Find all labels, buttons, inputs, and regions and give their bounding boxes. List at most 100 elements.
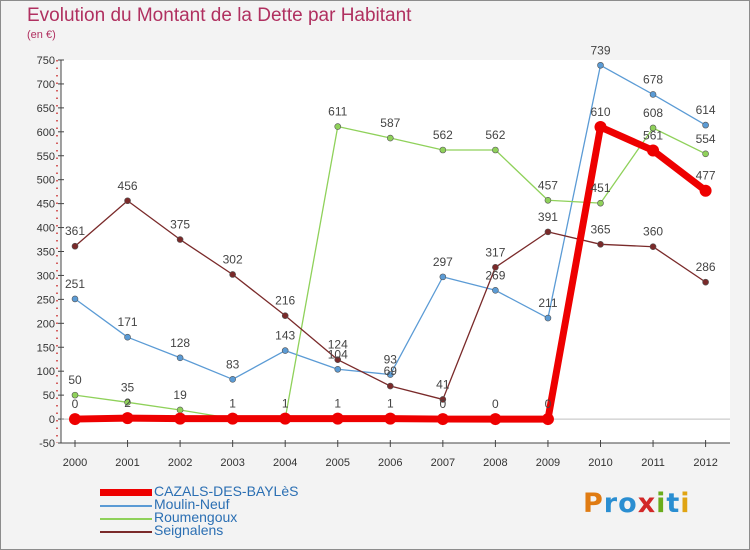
y-tick-label: 400 bbox=[37, 223, 55, 235]
data-point bbox=[229, 376, 236, 383]
y-tick-label: 300 bbox=[37, 270, 55, 282]
data-label: 19 bbox=[173, 388, 187, 402]
data-point bbox=[281, 312, 289, 319]
data-point bbox=[334, 123, 342, 130]
data-point bbox=[69, 413, 81, 426]
data-point bbox=[597, 241, 604, 248]
data-label: 317 bbox=[485, 245, 505, 259]
y-tick-label: 750 bbox=[37, 55, 55, 67]
plot-area bbox=[61, 60, 730, 443]
legend-label: CAZALS-DES-BAYLèS bbox=[154, 483, 299, 499]
y-tick-label: 50 bbox=[43, 390, 55, 402]
data-label: 361 bbox=[65, 224, 85, 238]
data-point bbox=[544, 314, 552, 322]
data-point bbox=[176, 236, 184, 243]
data-label: 128 bbox=[170, 336, 190, 350]
data-label: 302 bbox=[223, 252, 243, 266]
data-point bbox=[71, 242, 79, 250]
data-label: 1 bbox=[387, 397, 394, 411]
data-point bbox=[649, 91, 657, 98]
y-tick-label: 450 bbox=[37, 199, 55, 211]
y-tick-label: 200 bbox=[37, 318, 55, 330]
data-label: 35 bbox=[121, 380, 135, 394]
logo-letter: i bbox=[680, 488, 691, 519]
y-tick-label: 0 bbox=[49, 414, 55, 426]
data-point bbox=[386, 371, 394, 378]
logo-letter: t bbox=[666, 488, 681, 519]
x-tick-label: 2005 bbox=[326, 457, 350, 469]
data-point bbox=[489, 413, 502, 426]
proxiti-logo: Proxiti bbox=[583, 488, 691, 519]
data-label: 456 bbox=[118, 179, 138, 193]
data-label: 211 bbox=[538, 296, 557, 310]
data-point bbox=[541, 413, 554, 426]
x-tick-label: 2000 bbox=[63, 457, 87, 469]
legend-label: Seignalens bbox=[154, 522, 224, 538]
data-label: 216 bbox=[275, 294, 295, 308]
data-label: 0 bbox=[440, 397, 447, 411]
data-label: 83 bbox=[226, 357, 240, 371]
x-tick-label: 2007 bbox=[431, 457, 455, 469]
data-label: 251 bbox=[65, 277, 85, 291]
data-label: 41 bbox=[436, 377, 450, 391]
data-label: 614 bbox=[696, 103, 716, 117]
data-point bbox=[544, 196, 552, 204]
logo-letter: o bbox=[618, 488, 638, 519]
data-label: 360 bbox=[643, 225, 663, 239]
data-point bbox=[281, 347, 289, 354]
data-point bbox=[279, 412, 292, 425]
data-label: 286 bbox=[696, 260, 716, 274]
x-tick-label: 2003 bbox=[220, 457, 244, 469]
series-seignalens bbox=[71, 197, 709, 403]
data-label: 0 bbox=[72, 397, 79, 411]
x-tick-label: 2009 bbox=[536, 457, 560, 469]
chart-axes: -500501001502002503003504004505005506006… bbox=[37, 55, 730, 469]
x-tick-label: 2006 bbox=[378, 457, 402, 469]
data-label: 0 bbox=[492, 397, 499, 411]
data-label: 554 bbox=[696, 132, 716, 146]
data-label: 375 bbox=[170, 218, 190, 232]
data-point bbox=[124, 197, 131, 205]
data-point bbox=[492, 286, 499, 294]
data-point bbox=[386, 382, 394, 390]
data-point bbox=[647, 144, 660, 157]
data-label: 50 bbox=[68, 373, 82, 387]
data-point bbox=[492, 263, 499, 271]
data-point bbox=[124, 333, 131, 341]
data-point bbox=[226, 412, 239, 425]
data-label: 477 bbox=[696, 169, 716, 183]
y-tick-label: 100 bbox=[37, 366, 55, 378]
data-label: 124 bbox=[328, 338, 348, 352]
series-cazals-des-bayl-s bbox=[69, 121, 712, 426]
chart-unit-label: (en €) bbox=[27, 29, 56, 41]
data-label: 561 bbox=[643, 128, 663, 142]
x-tick-label: 2008 bbox=[483, 457, 507, 469]
data-point bbox=[649, 243, 657, 251]
data-label: 269 bbox=[485, 268, 505, 282]
data-point bbox=[176, 406, 184, 414]
legend-label: Roumengoux bbox=[154, 509, 238, 525]
data-point bbox=[702, 278, 709, 286]
data-point bbox=[439, 146, 447, 154]
data-label: 2 bbox=[124, 396, 131, 410]
data-point bbox=[597, 61, 604, 69]
data-label: 0 bbox=[545, 397, 552, 411]
legend-label: Moulin-Neuf bbox=[154, 496, 230, 512]
data-point bbox=[334, 356, 342, 363]
chart-title: Evolution du Montant de la Dette par Hab… bbox=[27, 5, 412, 26]
data-point bbox=[492, 146, 499, 154]
data-point bbox=[229, 271, 236, 278]
data-label: 610 bbox=[590, 105, 610, 119]
x-tick-label: 2011 bbox=[641, 457, 665, 469]
logo-letter: i bbox=[656, 488, 667, 519]
data-point bbox=[597, 199, 604, 207]
x-tick-label: 2002 bbox=[168, 457, 192, 469]
data-label: 1 bbox=[229, 397, 236, 411]
x-tick-label: 2012 bbox=[693, 457, 717, 469]
y-tick-label: 650 bbox=[37, 103, 55, 115]
data-point bbox=[176, 354, 184, 362]
data-point bbox=[71, 391, 79, 399]
data-label: 69 bbox=[384, 364, 398, 378]
